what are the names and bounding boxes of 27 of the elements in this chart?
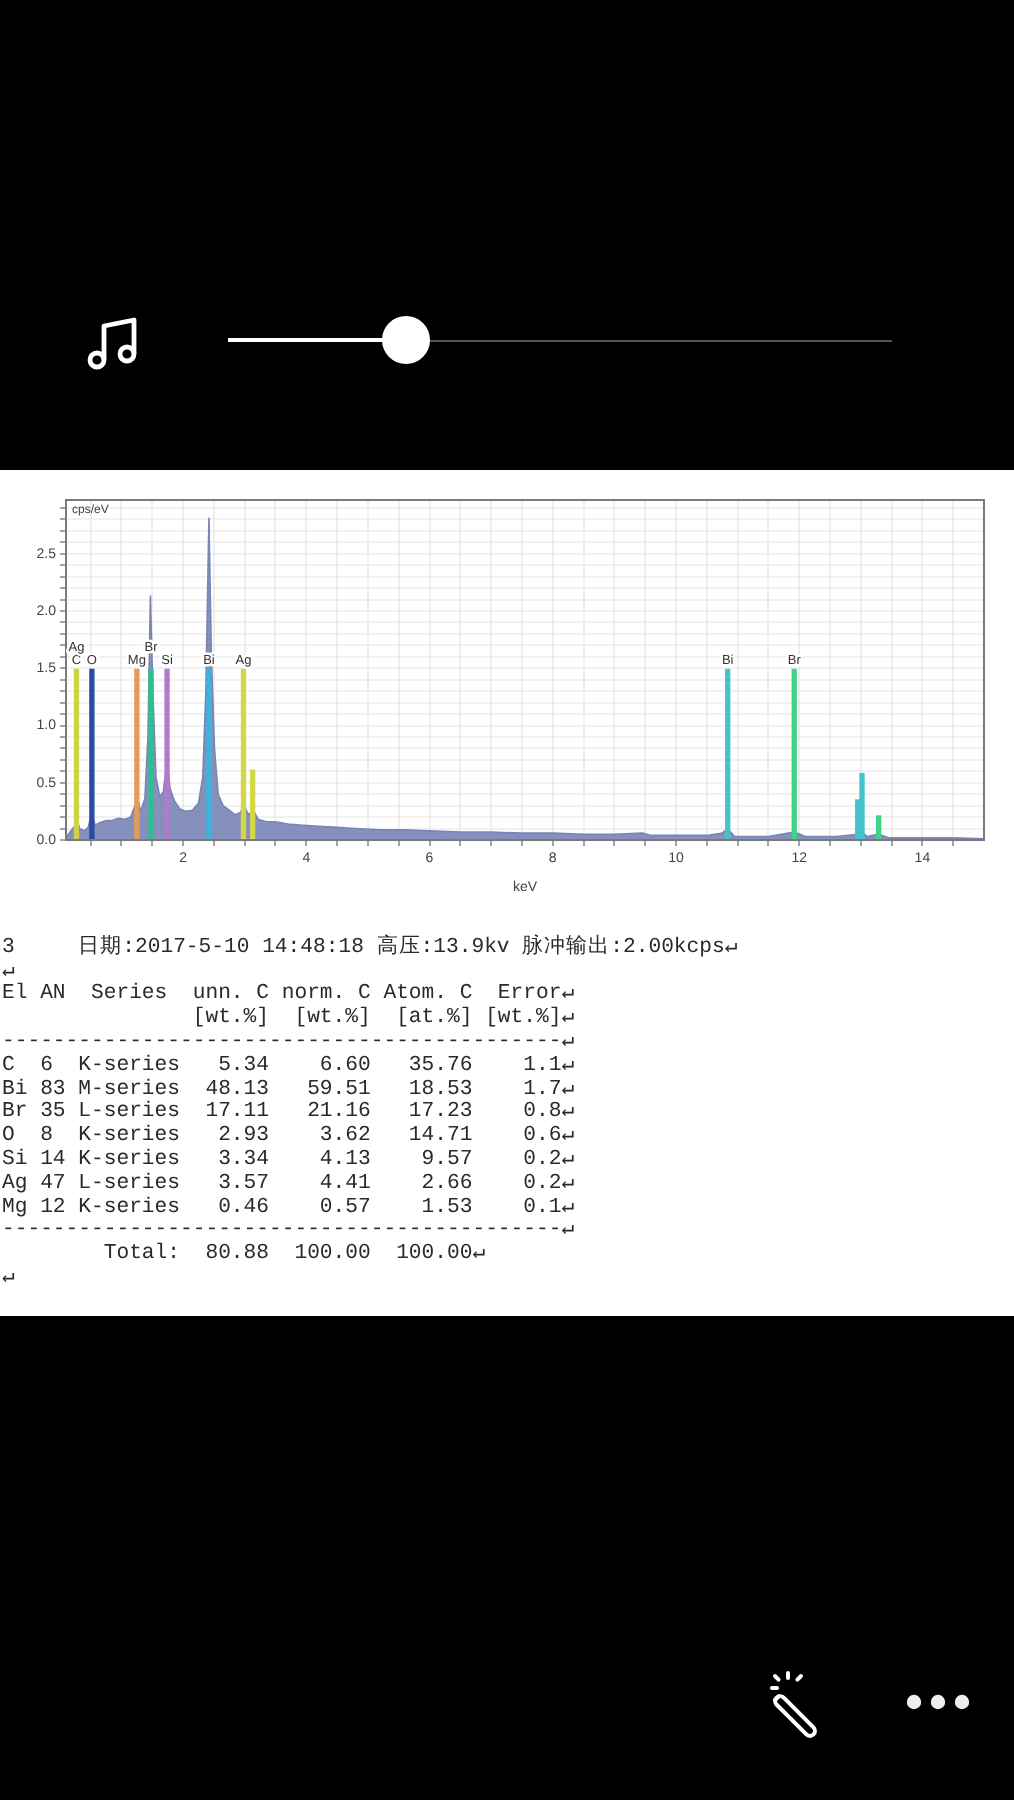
bar	[164, 668, 170, 840]
text: ↵	[2, 959, 15, 984]
text: ↵	[2, 1265, 17, 1292]
text: Bi 83 M-series 48.13 59.51 18.53 1.7↵	[2, 1077, 577, 1102]
text: Ag 47 L-series 3.57 4.41 2.66 0.2↵	[2, 1171, 577, 1196]
bar	[206, 668, 212, 840]
bar	[134, 668, 140, 840]
bar	[240, 668, 247, 840]
bar	[73, 668, 80, 840]
text: Br 35 L-series 17.11 21.16 17.23 0.8↵	[2, 1100, 577, 1125]
bar	[791, 668, 797, 840]
text: O 8 K-series 2.93 3.62 14.71 0.6↵	[2, 1124, 577, 1149]
text: El AN Series unn. C norm. C Atom. C Error↵	[2, 982, 577, 1007]
bar	[148, 668, 154, 840]
bar	[89, 668, 95, 840]
bar	[250, 769, 256, 840]
bar	[725, 668, 731, 840]
bar	[875, 815, 882, 840]
text: --------------------------------------------↵	[2, 1218, 577, 1243]
text: [wt.%] [wt.%] [at.%] [wt.%]↵	[190, 1006, 577, 1032]
text: Si 14 K-series 3.34 4.13 9.57 0.2↵	[2, 1147, 577, 1172]
bar	[859, 772, 865, 840]
text: Mg 12 K-series 0.46 0.57 1.53 0.1↵	[2, 1195, 577, 1221]
text: 3 日期:2017-5-10 14:48:18 高压:13.9kv 脉冲输出:2.00kcps↵	[2, 935, 738, 962]
text: --------------------------------------------↵	[2, 1029, 577, 1054]
text: C 6 K-series 5.34 6.60 35.76 1.1↵	[2, 1053, 577, 1078]
text: Total: 80.88 100.00 100.00↵	[101, 1242, 488, 1268]
